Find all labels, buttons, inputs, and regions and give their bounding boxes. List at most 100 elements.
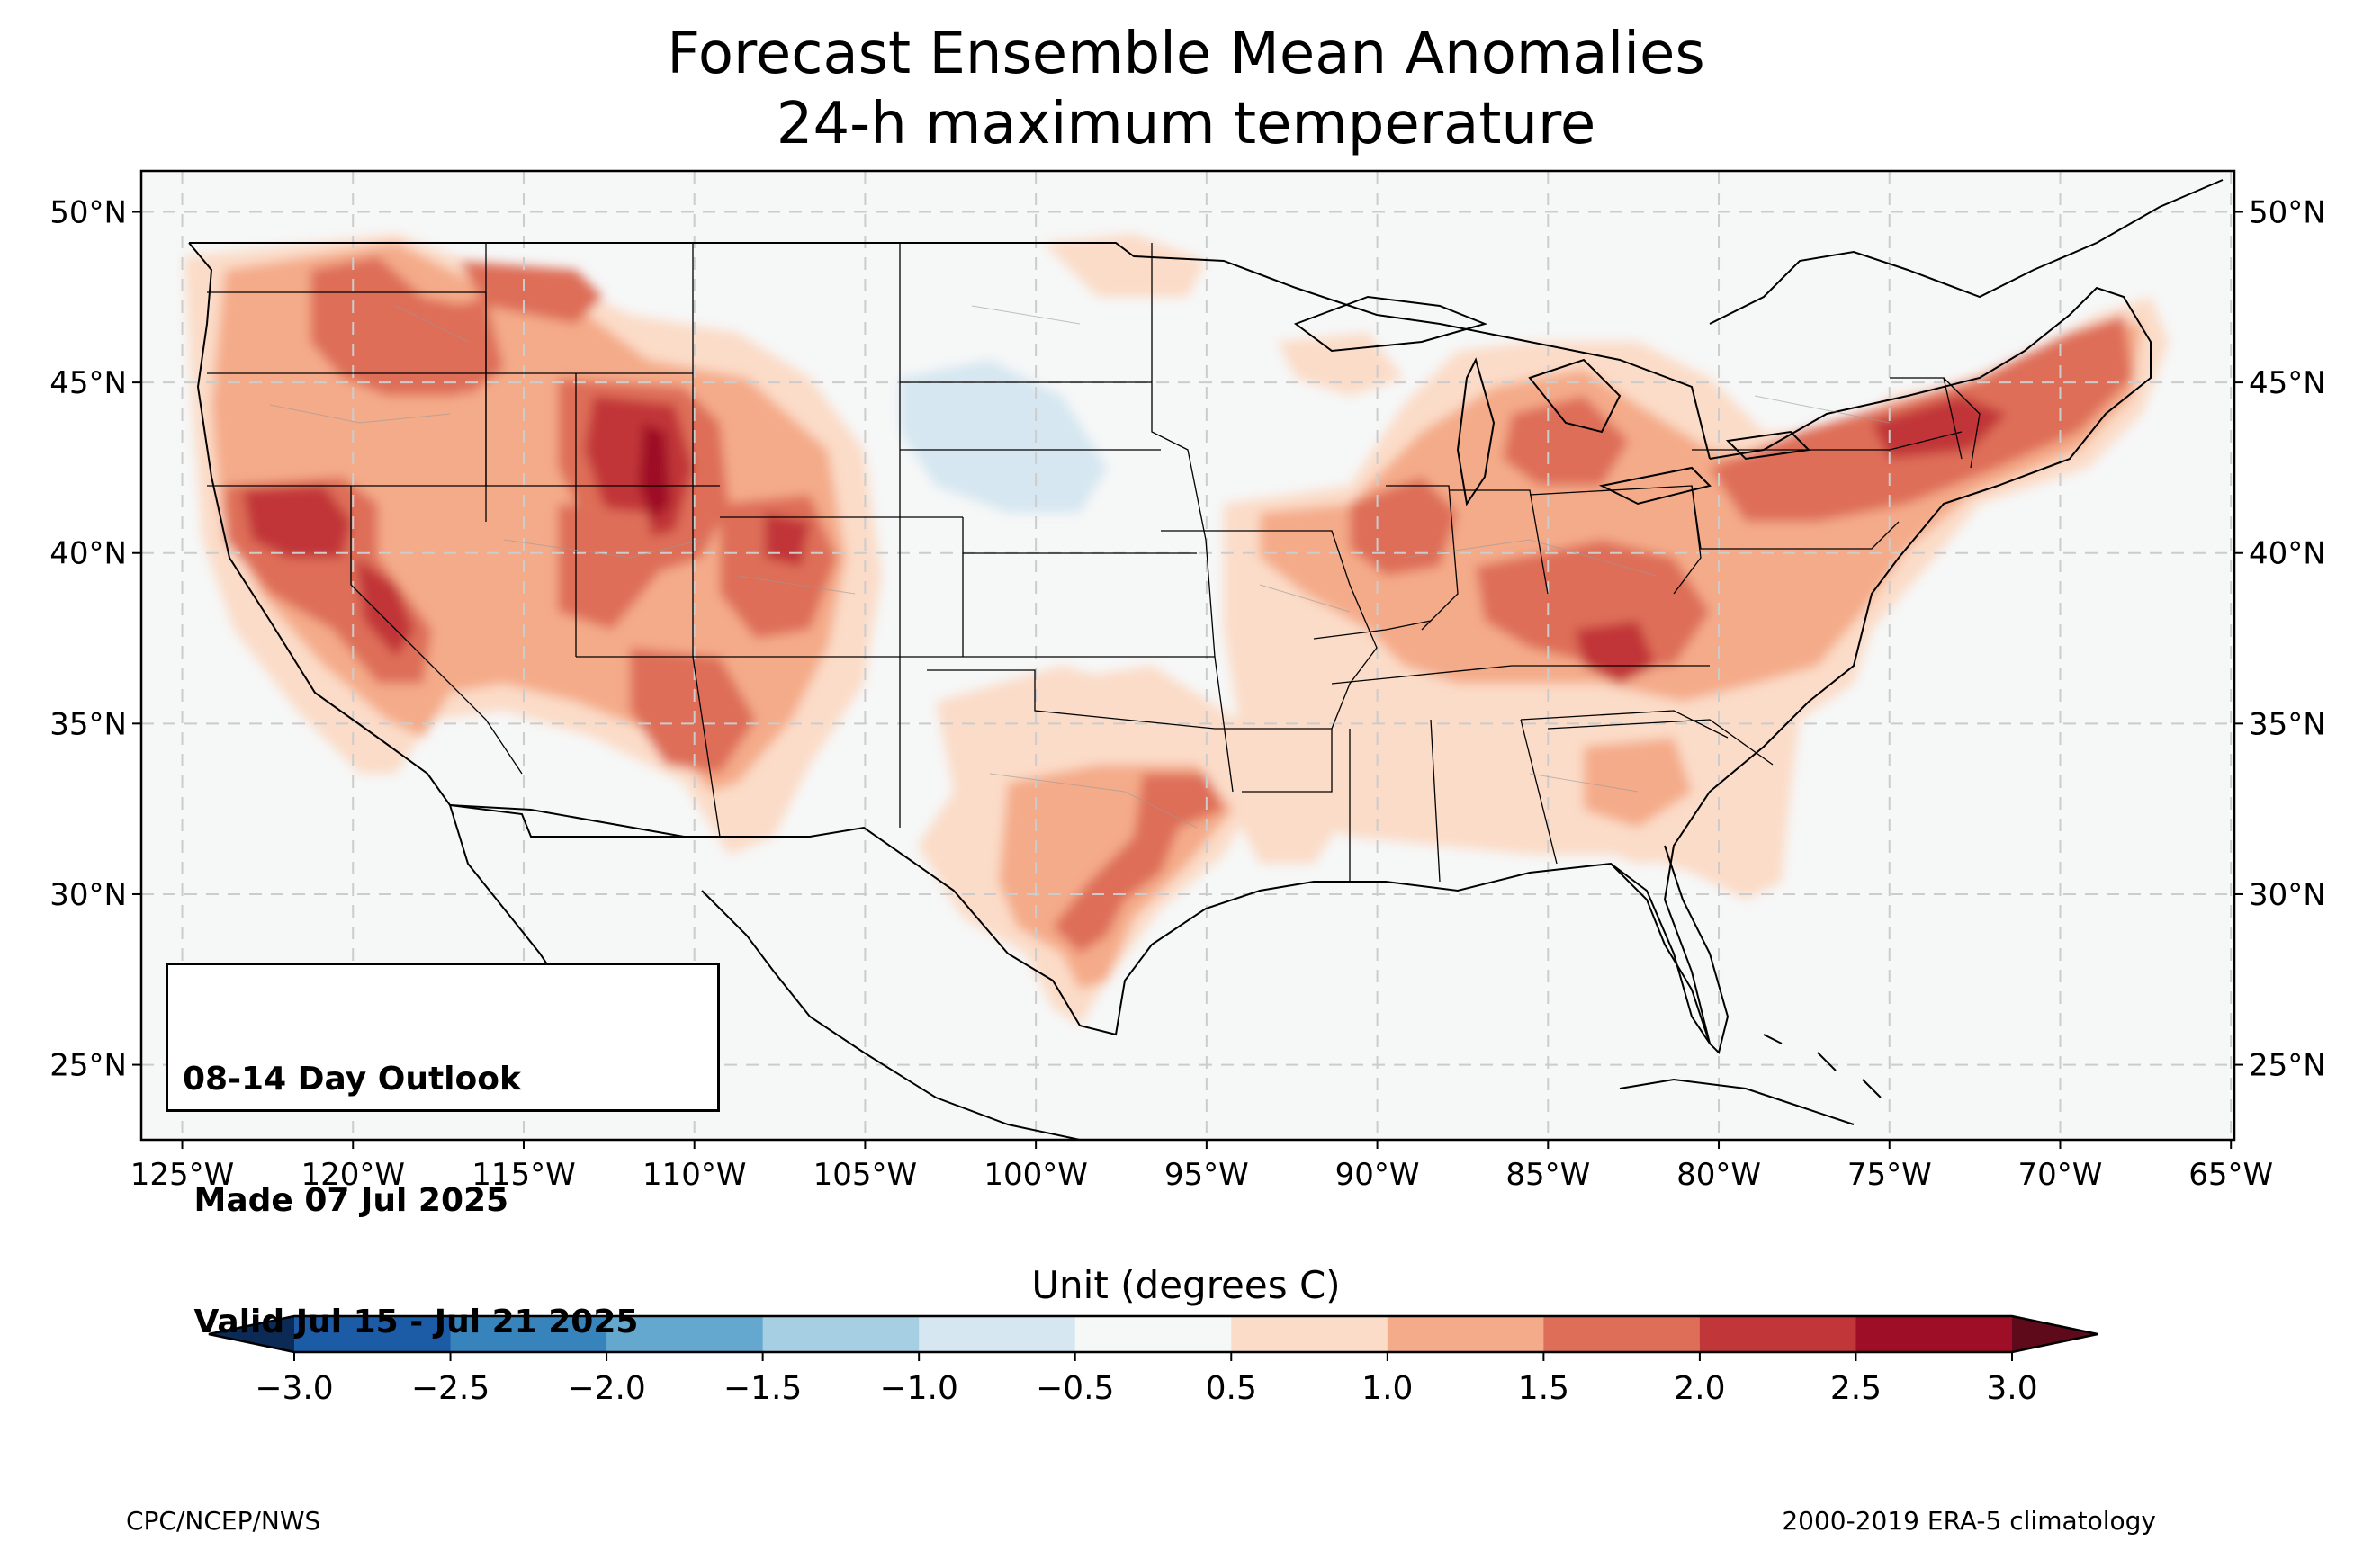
boundaries	[188, 179, 2224, 1140]
colorbar-tick-label: 0.5	[1206, 1370, 1257, 1407]
lake-michigan	[1456, 357, 1496, 506]
colorbar-tick-label: −1.0	[879, 1370, 957, 1407]
state-line	[1313, 620, 1432, 640]
state-line	[1943, 377, 1981, 469]
colorbar-segment	[1699, 1316, 1856, 1352]
map-frame	[139, 169, 2236, 1142]
montana-north	[459, 261, 603, 324]
california-hot	[243, 486, 351, 558]
lon-tick-label: 100°W	[984, 1157, 1088, 1193]
lon-tick-label: 105°W	[813, 1157, 918, 1193]
state-line	[1161, 530, 1378, 730]
colorbar-tick-label: 3.0	[1986, 1370, 2037, 1407]
colorbar-tick-label: 1.0	[1361, 1370, 1413, 1407]
mexico-border	[449, 804, 810, 838]
utah-core	[558, 504, 657, 630]
colorbar-segment	[919, 1316, 1076, 1352]
outlook-info-box: 08-14 Day Outlook Made 07 Jul 2025 Valid…	[166, 963, 720, 1340]
florida	[1610, 845, 1730, 1054]
outlook-period: 08-14 Day Outlook	[183, 1061, 521, 1098]
michigan-core	[1503, 396, 1629, 486]
nd-light	[1044, 234, 1206, 297]
lat-tick-label-right: 30°N	[2249, 877, 2326, 913]
colorbar: −3.0 −2.5 −2.0 −1.5 −1.0 −0.5 0.5 1.0 1.5 2.0 2.5 3…	[208, 1314, 2098, 1407]
lon-tick-label: 85°W	[1505, 1157, 1590, 1193]
lon-tick-label: 120°W	[301, 1157, 405, 1193]
cuba	[1619, 1078, 1855, 1125]
colorbar-tick-label: 2.0	[1674, 1370, 1725, 1407]
lon-tick-label: 70°W	[2018, 1157, 2103, 1193]
state-line	[1520, 710, 1729, 739]
state-borders	[207, 243, 1981, 883]
nevada-hot	[355, 558, 414, 657]
bahamas	[1763, 1034, 1882, 1098]
state-line	[350, 486, 523, 775]
state-line	[1520, 719, 1558, 865]
lat-tick-label-left: 30°N	[49, 877, 127, 913]
state-line	[1151, 243, 1234, 793]
state-line	[1449, 489, 1549, 595]
colorbar-segment	[762, 1316, 920, 1352]
lat-tick-label-right: 25°N	[2249, 1048, 2326, 1084]
state-line	[1529, 485, 1702, 595]
lon-tick-label: 125°W	[130, 1157, 235, 1193]
colorbar-segment	[1543, 1316, 1701, 1352]
lon-tick-label: 90°W	[1335, 1157, 1420, 1193]
oklahoma-band	[1035, 666, 1224, 738]
ohio-valley-core	[1476, 540, 1710, 666]
lat-tick-label-left: 40°N	[49, 536, 127, 572]
lon-tick-label: 65°W	[2188, 1157, 2273, 1193]
state-line	[1692, 431, 1963, 451]
map-area	[141, 171, 2234, 1140]
colorbar-tick-label: −2.5	[411, 1370, 490, 1407]
state-line	[927, 669, 1216, 730]
colorbar-tick-label: −2.0	[567, 1370, 645, 1407]
colorbar-extend-high	[2012, 1316, 2098, 1352]
south-dakota-cool	[900, 360, 1107, 513]
colorbar-segment	[450, 1316, 607, 1352]
northwest-core	[310, 256, 486, 396]
colorbar-tick-label: −3.0	[255, 1370, 333, 1407]
colorbar-title: Unit (degrees C)	[1031, 1263, 1341, 1307]
colorbar-tick-label: −1.5	[723, 1370, 802, 1407]
lon-tick-label: 75°W	[1847, 1157, 1932, 1193]
lake-superior	[1293, 295, 1488, 353]
state-line	[1331, 665, 1710, 685]
lon-tick-label: 95°W	[1164, 1157, 1249, 1193]
wyoming-hottest	[639, 423, 670, 522]
map-title: Forecast Ensemble Mean Anomalies	[667, 21, 1705, 87]
footer-climatology: 2000-2019 ERA-5 climatology	[1782, 1506, 2156, 1536]
state-line	[1215, 728, 1333, 793]
southeast-medium	[1584, 738, 1692, 828]
colorbar-segment	[294, 1316, 452, 1352]
valid-dates: Valid Jul 15 - Jul 21 2025	[183, 1304, 639, 1340]
state-line	[1430, 719, 1441, 883]
minor-borders	[269, 305, 1891, 829]
colorbar-segment	[1387, 1316, 1544, 1352]
anomaly-shading	[184, 234, 2169, 1026]
lat-tick-label-left: 50°N	[49, 195, 127, 231]
mexico-coast	[701, 890, 1081, 1140]
made-date: Made 07 Jul 2025	[183, 1182, 509, 1219]
map-subtitle: 24-h maximum temperature	[776, 91, 1596, 157]
northeast-hot	[1872, 396, 2007, 459]
gulf-coast-light	[1233, 738, 1350, 864]
lat-tick-label-right: 40°N	[2249, 536, 2326, 572]
colorbar-tick-label: 1.5	[1518, 1370, 1569, 1407]
axis-ticks: 125°W 120°W 115°W 110°W 105°W 100°W 95°W 90°W 85…	[49, 195, 2325, 1193]
lon-tick-label: 80°W	[1676, 1157, 1761, 1193]
lat-tick-label-left: 45°N	[49, 365, 127, 401]
mn-light	[1278, 333, 1404, 396]
lon-tick-label: 110°W	[642, 1157, 747, 1193]
state-line	[1691, 485, 1900, 550]
colorbar-tick-label: 2.5	[1830, 1370, 1882, 1407]
lake-erie	[1598, 466, 1712, 506]
canada-border	[189, 242, 1711, 460]
texas-core	[1053, 774, 1224, 954]
lat-tick-label-left: 25°N	[49, 1048, 127, 1084]
gridlines	[141, 171, 2234, 1140]
lake-huron	[1528, 358, 1622, 434]
arizona-core	[630, 648, 756, 774]
lat-tick-label-right: 35°N	[2249, 706, 2326, 742]
